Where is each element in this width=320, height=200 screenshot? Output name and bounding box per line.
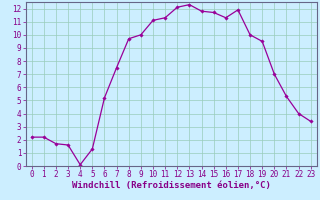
X-axis label: Windchill (Refroidissement éolien,°C): Windchill (Refroidissement éolien,°C)	[72, 181, 271, 190]
